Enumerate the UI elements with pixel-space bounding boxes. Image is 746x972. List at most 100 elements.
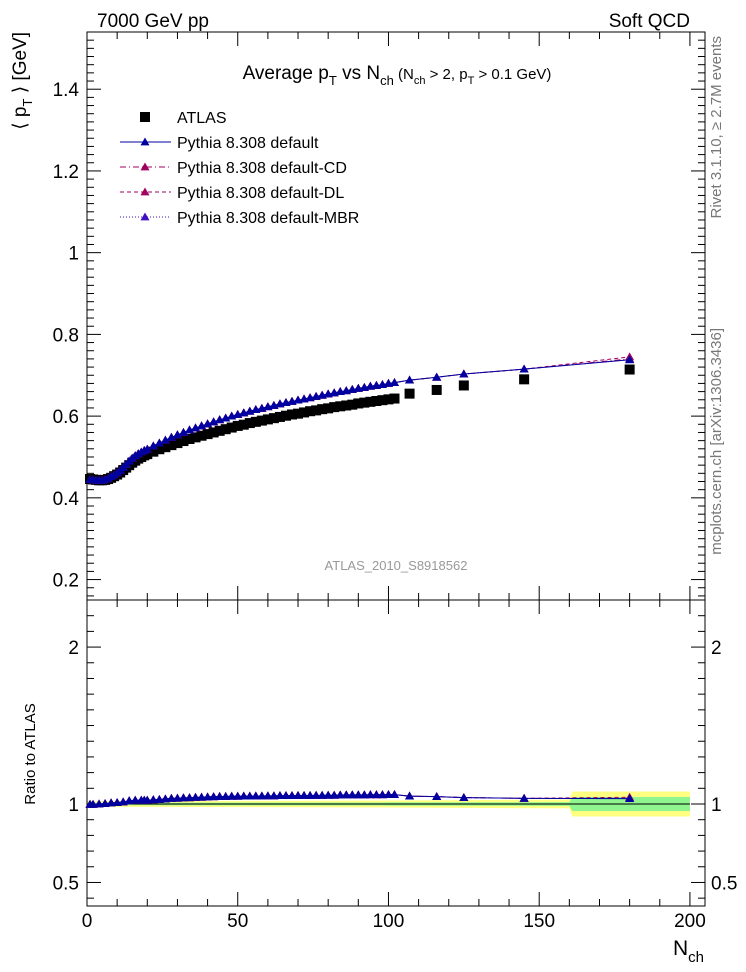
ratio-data-point xyxy=(239,791,249,800)
atlas-data-point xyxy=(214,425,225,436)
atlas-data-point xyxy=(244,418,255,429)
ratio-y-tick-label-right: 2 xyxy=(711,638,722,659)
ratio-data-point xyxy=(311,790,321,799)
atlas-data-point xyxy=(262,414,273,425)
y-tick-label: 1 xyxy=(68,244,79,265)
ratio-data-point xyxy=(88,799,98,808)
mc-data-point xyxy=(197,421,207,430)
ratio-data-point xyxy=(329,790,339,799)
series-line xyxy=(89,358,630,481)
y-tick-label: 1.4 xyxy=(53,80,80,101)
mc-data-point xyxy=(184,425,194,434)
atlas-data-point xyxy=(519,374,530,385)
title-sub-ch: ch xyxy=(380,73,394,88)
ratio-data-point xyxy=(215,791,225,800)
atlas-data-point xyxy=(365,396,376,407)
main-plot-panel: Average pT vs Nch (Nch > 2, pT > 0.1 GeV… xyxy=(10,31,706,601)
ratio-data-point xyxy=(389,790,399,798)
ratio-data-point xyxy=(227,791,237,800)
mc-data-point xyxy=(209,417,219,426)
ratio-data-point xyxy=(335,790,345,799)
ratio-data-point xyxy=(178,793,188,802)
atlas-data-point xyxy=(178,436,189,447)
ratio-data-point xyxy=(263,791,273,800)
mc-data-point xyxy=(172,430,182,439)
atlas-data-point xyxy=(154,444,165,455)
atlas-data-point xyxy=(172,438,183,449)
legend: ATLAS Pythia 8.308 default Pythia 8.308 de… xyxy=(120,110,359,227)
ratio-data-point xyxy=(191,792,201,801)
ratio-data-point xyxy=(432,792,442,800)
atlas-data-point xyxy=(329,402,340,413)
x-tick-label: 200 xyxy=(674,911,706,932)
ratio-y-tick-label: 1 xyxy=(68,795,79,816)
atlas-data-point xyxy=(142,449,153,460)
atlas-data-point xyxy=(624,364,635,375)
atlas-data-point xyxy=(431,384,442,395)
ratio-y-axis-label: Ratio to ATLAS xyxy=(22,703,39,804)
mc-data-point xyxy=(221,413,231,422)
title-sub-T: T xyxy=(329,73,337,88)
atlas-data-point xyxy=(317,404,328,415)
analysis-watermark: ATLAS_2010_S8918562 xyxy=(325,558,468,573)
ratio-data-point xyxy=(94,799,104,808)
atlas-data-point xyxy=(166,440,177,451)
ratio-data-point xyxy=(221,791,231,800)
atlas-data-point xyxy=(238,419,249,430)
ratio-data-point xyxy=(341,790,351,799)
ratio-data-point xyxy=(405,791,415,800)
mc-data-point xyxy=(178,427,188,436)
legend-marker xyxy=(140,187,150,196)
atlas-data-point xyxy=(196,430,207,441)
side-generator-label: Rivet 3.1.10, ≥ 2.7M events xyxy=(708,36,725,219)
ratio-data-point xyxy=(172,793,182,802)
y-tick-label: 0.8 xyxy=(53,325,79,346)
xlabel-part-1: N xyxy=(673,937,688,960)
legend-entry: Pythia 8.308 default-DL xyxy=(177,185,344,202)
series-line xyxy=(89,356,630,481)
atlas-data-point xyxy=(280,410,291,421)
atlas-data-point xyxy=(359,397,370,408)
atlas-data-point xyxy=(220,424,231,435)
ratio-data-point xyxy=(257,791,267,800)
atlas-data-point xyxy=(286,409,297,420)
title-sub-T-2: T xyxy=(468,75,475,87)
ratio-data-point xyxy=(124,796,134,805)
atlas-data-point xyxy=(250,416,261,427)
atlas-data-point xyxy=(389,393,400,404)
mc-data-point xyxy=(203,419,213,428)
ratio-data-point xyxy=(197,792,207,801)
ratio-y-tick-label-right: 1 xyxy=(711,795,722,816)
atlas-data-point xyxy=(341,400,352,411)
ratio-data-point xyxy=(142,795,152,804)
ratio-data-point xyxy=(371,790,381,799)
atlas-data-point xyxy=(208,427,219,438)
x-tick-label: 100 xyxy=(373,911,405,932)
ratio-data-point xyxy=(365,790,375,799)
atlas-data-point xyxy=(190,432,201,443)
atlas-data-point xyxy=(226,422,237,433)
ratio-data-point xyxy=(323,790,333,799)
y-tick-label: 1.2 xyxy=(53,162,79,183)
mc-data-point xyxy=(389,378,399,386)
ratio-data-point xyxy=(166,793,176,802)
atlas-data-point xyxy=(148,446,159,457)
series-line xyxy=(89,359,630,481)
mc-data-point xyxy=(459,369,469,378)
legend-entry: Pythia 8.308 default xyxy=(177,135,319,152)
series-line xyxy=(89,359,630,481)
atlas-data-point xyxy=(268,413,279,424)
mc-data-point xyxy=(160,435,170,444)
title-sub-ch-2: ch xyxy=(414,75,426,87)
atlas-data-point xyxy=(371,395,382,406)
x-axis-label: Nch xyxy=(673,937,704,966)
title-part-2: vs N xyxy=(337,63,380,84)
xlabel-sub-ch: ch xyxy=(688,949,704,966)
ylabel-sub-T: T xyxy=(20,99,35,107)
legend-entry: Pythia 8.308 default-MBR xyxy=(177,210,359,227)
atlas-data-point xyxy=(323,403,334,414)
ratio-data-point xyxy=(106,798,116,807)
title-part-3: (N xyxy=(394,66,414,83)
ratio-data-point xyxy=(519,793,529,802)
main-y-axis-label: ⟨ pT ⟩ [GeV] xyxy=(10,32,35,130)
